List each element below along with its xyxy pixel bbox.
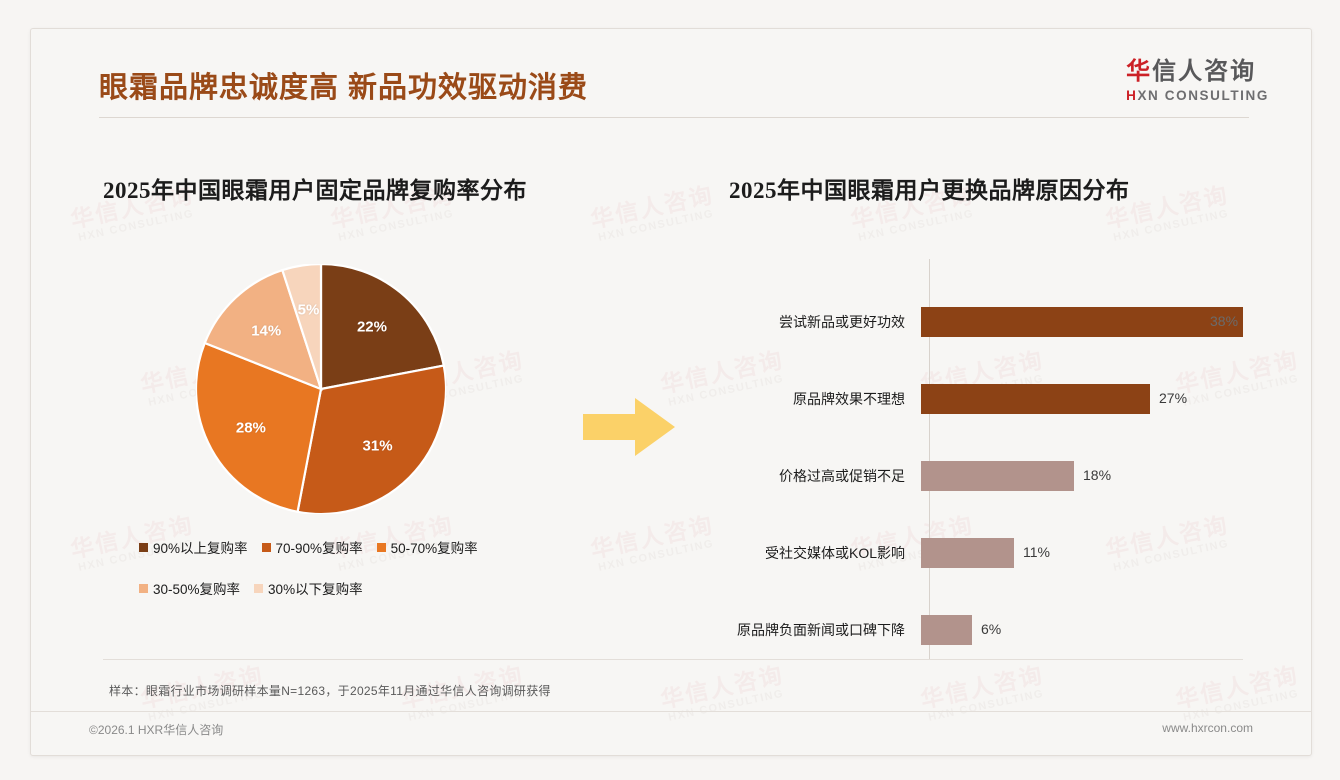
pie-chart-title: 2025年中国眼霜用户固定品牌复购率分布 (103, 178, 527, 203)
bar-row: 原品牌负面新闻或口碑下降 6% (691, 612, 1251, 648)
flow-arrow-right-icon (583, 394, 675, 460)
watermark-chinese: 华信人咨询 (1173, 661, 1301, 713)
bar-track: 11% (921, 535, 1251, 571)
legend-label: 90%以上复购率 (153, 541, 248, 556)
logo-accent-char: 华 (1126, 58, 1153, 85)
bar-fill[interactable] (921, 307, 1243, 337)
watermark-chinese: 华信人咨询 (918, 661, 1046, 713)
pie-slice[interactable] (280, 262, 323, 390)
footer-divider (31, 711, 1311, 712)
pie-slice[interactable] (319, 262, 446, 391)
bar-row: 价格过高或促销不足 18% (691, 458, 1251, 494)
bar-category-label: 原品牌负面新闻或口碑下降 (737, 622, 905, 638)
bar-category-label: 价格过高或促销不足 (779, 468, 905, 484)
legend-swatch-icon (376, 542, 386, 552)
bar-value-label: 6% (981, 621, 1002, 637)
watermark-english: HXN CONSULTING (1112, 208, 1231, 245)
bar-fill[interactable] (921, 384, 1150, 414)
bar-track: 6% (921, 612, 1251, 648)
pie-chart-legend: 90%以上复购率 70-90%复购率 50-70%复购率 30-50%复购率 30%以下… (139, 537, 569, 619)
bar-category-label: 原品牌效果不理想 (793, 391, 905, 407)
watermark-english: HXN CONSULTING (667, 688, 786, 725)
repurchase-rate-pie-chart: 22% 31% 28% 14% 5% (194, 262, 448, 516)
brand-switch-reason-bar-chart: 尝试新品或更好功效 38% 原品牌效果不理想 27% 价格过高或促销不足 18% 受社交媒体… (691, 259, 1251, 659)
bar-chart-title: 2025年中国眼霜用户更换品牌原因分布 (729, 178, 1130, 203)
logo-chinese-text: 华信人咨询 (1126, 58, 1269, 85)
watermark-chinese: 华信人咨询 (588, 181, 716, 233)
bar-category-label: 受社交媒体或KOL影响 (764, 545, 905, 561)
bar-track: 18% (921, 458, 1251, 494)
legend-label: 30-50%复购率 (153, 582, 241, 597)
legend-item[interactable]: 70-90%复购率 (261, 537, 363, 557)
legend-swatch-icon (254, 583, 264, 593)
legend-row: 90%以上复购率 70-90%复购率 50-70%复购率 (139, 537, 569, 557)
legend-item[interactable]: 30%以下复购率 (254, 578, 363, 598)
pie-slice[interactable] (296, 364, 448, 516)
legend-row: 30-50%复购率 30%以下复购率 (139, 578, 569, 598)
footer-copyright: ©2026.1 HXR华信人咨询 (89, 723, 224, 737)
bar-chart-axis-line (929, 259, 930, 659)
pie-slice[interactable] (194, 341, 323, 514)
logo-en-rest: XN CONSULTING (1137, 88, 1269, 104)
watermark-english: HXN CONSULTING (1182, 688, 1301, 725)
watermark-english: HXN CONSULTING (337, 208, 456, 245)
brand-logo: 华信人咨询 HXN CONSULTING (1126, 58, 1269, 103)
legend-swatch-icon (139, 542, 148, 552)
watermark-english: HXN CONSULTING (597, 208, 716, 245)
logo-english-text: HXN CONSULTING (1126, 88, 1269, 103)
logo-en-accent: H (1126, 88, 1138, 104)
page-title: 眼霜品牌忠诚度高 新品功效驱动消费 (99, 72, 589, 104)
slide-card: 华信人咨询 HXN CONSULTING 华信人咨询 HXN CONSULTING 华信… (30, 28, 1312, 756)
bar-row: 尝试新品或更好功效 38% (691, 304, 1251, 340)
bar-row: 受社交媒体或KOL影响 11% (691, 535, 1251, 571)
watermark-english: HXN CONSULTING (927, 688, 1046, 725)
bar-value-label: 18% (1083, 467, 1112, 483)
footer-website[interactable]: www.hxrcon.com (1162, 721, 1253, 735)
legend-label: 50-70%复购率 (390, 541, 478, 556)
footnote-divider (103, 659, 1243, 660)
logo-rest-chars: 信人咨询 (1152, 58, 1257, 85)
legend-item[interactable]: 30-50%复购率 (139, 578, 240, 598)
legend-item[interactable]: 50-70%复购率 (376, 537, 478, 557)
bar-value-label: 38% (1210, 313, 1239, 329)
legend-label: 30%以下复购率 (268, 582, 363, 597)
bar-value-label: 27% (1159, 390, 1188, 406)
legend-label: 70-90%复购率 (275, 541, 363, 556)
sample-footnote: 样本：眼霜行业市场调研样本量N=1263，于2025年11月通过华信人咨询调研获… (109, 684, 551, 698)
title-divider (99, 117, 1249, 118)
bar-fill[interactable] (921, 538, 1014, 568)
bar-fill[interactable] (921, 615, 972, 645)
bar-fill[interactable] (921, 461, 1074, 491)
bar-row: 原品牌效果不理想 27% (691, 381, 1251, 417)
watermark-english: HXN CONSULTING (857, 208, 976, 245)
watermark-english: HXN CONSULTING (77, 208, 196, 245)
legend-item[interactable]: 90%以上复购率 (139, 537, 248, 557)
legend-swatch-icon (261, 542, 271, 552)
pie-svg (194, 262, 448, 516)
bar-track: 38% (921, 304, 1251, 340)
watermark-chinese: 华信人咨询 (658, 661, 786, 713)
bar-category-label: 尝试新品或更好功效 (779, 314, 905, 330)
bar-value-label: 11% (1023, 544, 1050, 560)
bar-track: 27% (921, 381, 1251, 417)
legend-swatch-icon (139, 583, 148, 593)
